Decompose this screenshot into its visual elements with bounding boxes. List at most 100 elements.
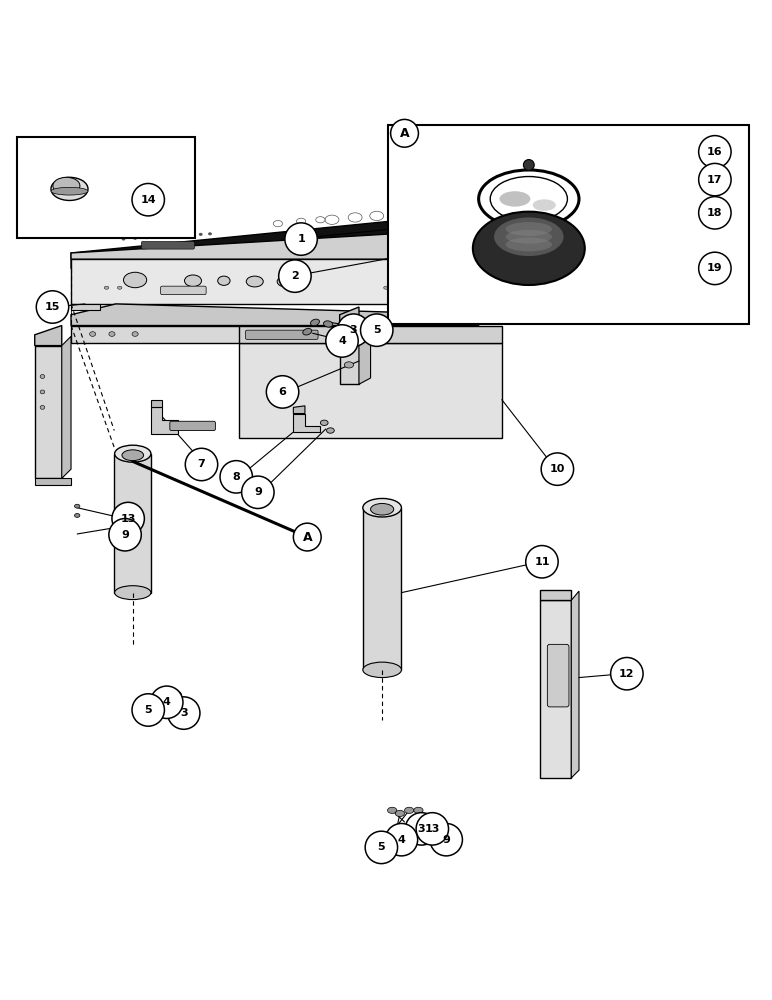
Circle shape xyxy=(523,160,534,170)
Polygon shape xyxy=(540,590,571,600)
Ellipse shape xyxy=(506,230,552,244)
Polygon shape xyxy=(293,414,320,432)
Polygon shape xyxy=(71,304,100,310)
Ellipse shape xyxy=(90,332,96,336)
Ellipse shape xyxy=(51,177,88,200)
Ellipse shape xyxy=(277,276,294,287)
Text: 5: 5 xyxy=(378,842,385,852)
Ellipse shape xyxy=(323,321,333,327)
Ellipse shape xyxy=(157,693,168,700)
Ellipse shape xyxy=(310,319,320,326)
Text: 4: 4 xyxy=(163,697,171,707)
Ellipse shape xyxy=(405,807,414,813)
Polygon shape xyxy=(35,346,62,478)
Circle shape xyxy=(611,657,643,690)
Text: 13: 13 xyxy=(120,514,136,524)
Ellipse shape xyxy=(121,237,125,241)
Circle shape xyxy=(151,686,183,718)
Ellipse shape xyxy=(303,328,312,335)
Circle shape xyxy=(185,448,218,481)
Ellipse shape xyxy=(494,217,564,256)
Polygon shape xyxy=(71,326,479,343)
FancyBboxPatch shape xyxy=(141,241,195,249)
Text: 10: 10 xyxy=(550,464,565,474)
Text: 6: 6 xyxy=(279,387,286,397)
Ellipse shape xyxy=(348,213,362,222)
Bar xyxy=(17,137,195,238)
Ellipse shape xyxy=(344,362,354,368)
Text: 3: 3 xyxy=(180,708,188,718)
Text: 17: 17 xyxy=(707,175,723,185)
Ellipse shape xyxy=(273,221,283,227)
Ellipse shape xyxy=(52,177,80,194)
Circle shape xyxy=(405,813,438,845)
Circle shape xyxy=(168,697,200,729)
Ellipse shape xyxy=(179,234,183,237)
Ellipse shape xyxy=(388,213,402,222)
Ellipse shape xyxy=(499,191,530,207)
Polygon shape xyxy=(571,591,579,778)
Circle shape xyxy=(132,183,164,216)
Ellipse shape xyxy=(114,445,151,462)
Text: 14: 14 xyxy=(141,195,156,205)
Text: 4: 4 xyxy=(338,336,346,346)
Text: A: A xyxy=(303,531,312,544)
Ellipse shape xyxy=(533,199,556,211)
Text: 13: 13 xyxy=(425,824,440,834)
Ellipse shape xyxy=(371,503,394,515)
Polygon shape xyxy=(239,326,502,343)
Ellipse shape xyxy=(74,504,80,508)
Polygon shape xyxy=(340,307,359,326)
FancyBboxPatch shape xyxy=(547,644,569,707)
Ellipse shape xyxy=(399,286,404,289)
Ellipse shape xyxy=(414,807,423,813)
Ellipse shape xyxy=(490,177,567,221)
Text: 5: 5 xyxy=(373,325,381,335)
Ellipse shape xyxy=(388,807,397,813)
Polygon shape xyxy=(114,454,151,593)
Polygon shape xyxy=(35,326,62,346)
Text: 19: 19 xyxy=(707,263,723,273)
Circle shape xyxy=(699,197,731,229)
Ellipse shape xyxy=(40,375,45,378)
Ellipse shape xyxy=(74,514,80,517)
Ellipse shape xyxy=(51,187,88,195)
Ellipse shape xyxy=(208,232,212,235)
Ellipse shape xyxy=(363,662,401,678)
Ellipse shape xyxy=(171,691,181,698)
Text: 18: 18 xyxy=(707,208,723,218)
Circle shape xyxy=(699,252,731,285)
Text: A: A xyxy=(400,127,409,140)
Ellipse shape xyxy=(320,420,328,426)
Circle shape xyxy=(326,325,358,357)
Ellipse shape xyxy=(40,390,45,394)
Ellipse shape xyxy=(124,272,147,288)
Ellipse shape xyxy=(133,237,137,240)
Ellipse shape xyxy=(296,218,306,224)
Text: 15: 15 xyxy=(45,302,60,312)
Polygon shape xyxy=(71,230,460,259)
Ellipse shape xyxy=(327,428,334,433)
Circle shape xyxy=(220,461,252,493)
Text: 2: 2 xyxy=(291,271,299,281)
Ellipse shape xyxy=(185,275,201,287)
Polygon shape xyxy=(62,336,71,478)
Polygon shape xyxy=(293,406,305,414)
Ellipse shape xyxy=(395,810,405,817)
Text: 1: 1 xyxy=(297,234,305,244)
Text: 11: 11 xyxy=(534,557,550,567)
Ellipse shape xyxy=(168,235,171,238)
Text: 12: 12 xyxy=(619,669,635,679)
Ellipse shape xyxy=(370,211,384,221)
FancyBboxPatch shape xyxy=(161,286,206,295)
Circle shape xyxy=(385,823,418,856)
Text: 4: 4 xyxy=(398,835,405,845)
Bar xyxy=(388,125,749,324)
Circle shape xyxy=(293,523,321,551)
Polygon shape xyxy=(239,343,502,438)
Polygon shape xyxy=(35,478,71,485)
Text: 7: 7 xyxy=(198,459,205,469)
Polygon shape xyxy=(71,259,460,304)
Ellipse shape xyxy=(246,276,263,287)
Circle shape xyxy=(279,260,311,292)
